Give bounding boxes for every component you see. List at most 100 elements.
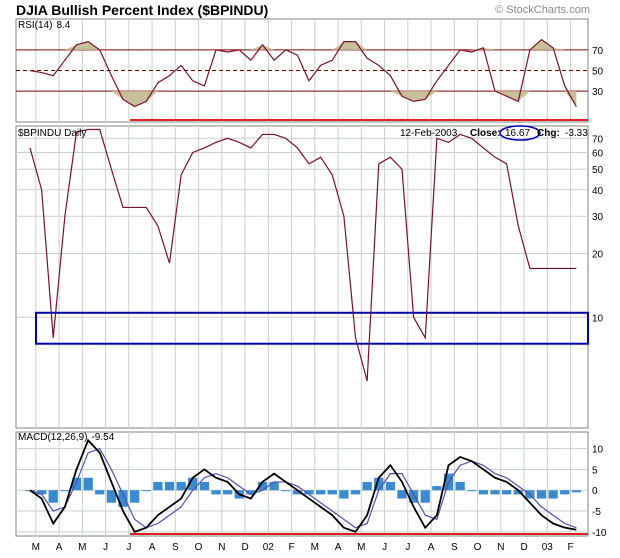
macd-hist-bar — [455, 481, 465, 491]
x-tick-label: A — [149, 542, 156, 553]
change-value: -3.33 — [565, 128, 588, 139]
close-highlight-ellipse — [499, 125, 541, 141]
x-tick-label: M — [311, 542, 319, 553]
price-y-tick: 30 — [592, 212, 604, 223]
x-tick-label: M — [32, 542, 40, 553]
macd-y-tick: 0 — [592, 486, 598, 497]
x-tick-label: A — [335, 542, 342, 553]
x-tick-label: M — [357, 542, 365, 553]
macd-hist-bar — [141, 490, 151, 492]
price-y-tick: 10 — [592, 313, 604, 324]
x-tick-label: D — [520, 542, 527, 553]
macd-hist-bar — [304, 490, 314, 495]
x-tick-label: A — [56, 542, 63, 553]
macd-hist-bar — [420, 490, 430, 503]
x-tick-label: 02 — [263, 542, 275, 553]
price-y-tick: 50 — [592, 165, 604, 176]
macd-y-tick: -10 — [592, 528, 607, 539]
x-tick-label: N — [497, 542, 504, 553]
macd-hist-bar — [571, 490, 582, 493]
macd-hist-bar — [95, 490, 105, 495]
macd-hist-bar — [246, 490, 256, 495]
x-tick-label: J — [405, 542, 410, 553]
rsi-label: RSI(14) 8.4 — [18, 20, 71, 31]
price-date: 12-Feb-2003 — [400, 128, 458, 139]
close-label: Close: — [470, 128, 501, 139]
macd-hist-bar — [432, 486, 442, 491]
macd-hist-bar — [467, 490, 477, 492]
x-tick-label: F — [289, 542, 295, 553]
macd-hist-bar — [397, 490, 407, 499]
macd-hist-bar — [501, 490, 512, 495]
macd-y-tick: 10 — [592, 445, 604, 456]
macd-hist-bar — [548, 490, 558, 499]
macd-y-tick: 5 — [592, 465, 598, 476]
macd-hist-bar — [118, 490, 128, 507]
macd-y-tick: -5 — [592, 507, 601, 518]
macd-hist-bar — [560, 490, 570, 495]
macd-hist-bar — [71, 477, 82, 491]
macd-hist-bar — [83, 477, 93, 491]
x-tick-label: S — [172, 542, 179, 553]
change-label: Chg: — [537, 128, 560, 139]
rsi-line — [29, 38, 577, 108]
macd-hist-bar — [176, 481, 186, 491]
x-tick-label: J — [126, 542, 131, 553]
macd-hist-bar — [513, 490, 523, 495]
macd-hist-bar — [350, 490, 361, 495]
credit-text: © StockCharts.com — [495, 4, 590, 16]
macd-hist-bar — [36, 490, 47, 495]
macd-line — [29, 438, 577, 533]
macd-hist-bar — [60, 490, 70, 492]
price-y-tick: 20 — [592, 250, 604, 261]
macd-hist-bar — [327, 490, 337, 495]
macd-hist-bar — [129, 490, 140, 503]
rsi-y-tick: 30 — [592, 87, 604, 98]
price-label: $BPINDU Daily — [18, 128, 86, 139]
close-value: 16.67 — [505, 128, 530, 139]
x-tick-label: A — [428, 542, 435, 553]
rsi-oversold-fill — [30, 91, 577, 107]
macd-hist-bar — [478, 490, 489, 495]
macd-hist-bar — [106, 490, 117, 503]
macd-signal-line — [29, 447, 577, 529]
macd-hist-bar — [536, 490, 547, 499]
macd-hist-bar — [269, 481, 279, 491]
macd-hist-bar — [315, 490, 326, 495]
panel-frame-1 — [15, 125, 589, 429]
x-tick-label: O — [474, 542, 482, 553]
macd-label: MACD(12,26,9) -9.54 — [18, 432, 115, 443]
macd-hist-bar — [153, 481, 163, 491]
price-line — [29, 128, 577, 382]
macd-hist-bar — [188, 477, 198, 491]
macd-hist-bar — [257, 481, 268, 491]
x-tick-label: D — [241, 542, 248, 553]
rsi-y-tick: 50 — [592, 67, 604, 78]
macd-hist-bar — [385, 481, 396, 491]
x-tick-label: F — [568, 542, 574, 553]
x-tick-label: J — [103, 542, 108, 553]
rsi-y-tick: 70 — [592, 46, 604, 57]
macd-hist-bar — [281, 490, 291, 492]
macd-hist-bar — [222, 490, 233, 495]
price-y-tick: 70 — [592, 134, 604, 145]
x-tick-label: J — [382, 542, 387, 553]
rsi-overbought-fill — [30, 39, 577, 50]
x-tick-label: S — [451, 542, 458, 553]
macd-hist-bar — [374, 477, 384, 491]
macd-hist-bar — [408, 490, 419, 503]
price-y-tick: 60 — [592, 148, 604, 159]
macd-hist-bar — [362, 481, 372, 491]
macd-hist-bar — [292, 490, 303, 495]
macd-hist-bar — [164, 481, 175, 491]
macd-hist-bar — [48, 490, 58, 503]
x-tick-label: 03 — [542, 542, 554, 553]
macd-hist-bar — [211, 490, 221, 495]
chart-title: DJIA Bullish Percent Index ($BPINDU) — [16, 2, 269, 18]
x-tick-label: O — [195, 542, 203, 553]
x-tick-label: N — [218, 542, 225, 553]
macd-hist-bar — [490, 490, 500, 495]
panel-frame-2 — [15, 431, 589, 537]
